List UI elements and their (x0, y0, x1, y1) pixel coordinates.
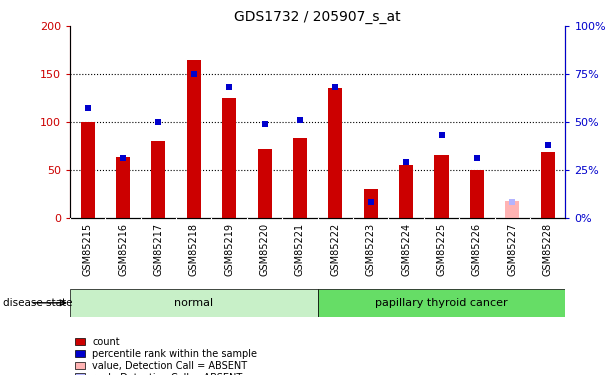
Bar (70, 289, 317, 317)
Text: GSM85221: GSM85221 (295, 223, 305, 276)
Text: GSM85227: GSM85227 (507, 223, 517, 276)
Text: GSM85226: GSM85226 (472, 223, 482, 276)
Text: GSM85222: GSM85222 (330, 223, 340, 276)
Bar (187, 60, 201, 217)
Title: GDS1732 / 205907_s_at: GDS1732 / 205907_s_at (234, 10, 401, 24)
Text: papillary thyroid cancer: papillary thyroid cancer (375, 298, 508, 308)
Bar (364, 189, 378, 217)
Legend: count, percentile rank within the sample, value, Detection Call = ABSENT, rank, : count, percentile rank within the sample… (75, 337, 257, 375)
Text: disease state: disease state (3, 298, 72, 308)
Text: GSM85223: GSM85223 (366, 223, 376, 276)
Text: GSM85218: GSM85218 (189, 223, 199, 276)
Bar (116, 157, 130, 218)
Bar (505, 201, 519, 217)
Bar (258, 148, 272, 217)
Text: GSM85217: GSM85217 (153, 223, 164, 276)
Bar (541, 153, 555, 218)
Bar (151, 141, 165, 218)
Bar (293, 138, 307, 218)
Bar (328, 88, 342, 218)
Text: GSM85224: GSM85224 (401, 223, 411, 276)
Bar (435, 155, 449, 218)
Text: GSM85215: GSM85215 (83, 223, 92, 276)
Text: normal: normal (174, 298, 213, 308)
Text: GSM85228: GSM85228 (543, 223, 553, 276)
Bar (470, 170, 484, 217)
Text: GSM85225: GSM85225 (437, 223, 446, 276)
Text: GSM85220: GSM85220 (260, 223, 269, 276)
Bar (222, 98, 237, 218)
Text: GSM85219: GSM85219 (224, 223, 234, 276)
Bar (317, 289, 565, 317)
Text: GSM85216: GSM85216 (118, 223, 128, 276)
Bar (399, 165, 413, 218)
Bar (80, 122, 95, 218)
